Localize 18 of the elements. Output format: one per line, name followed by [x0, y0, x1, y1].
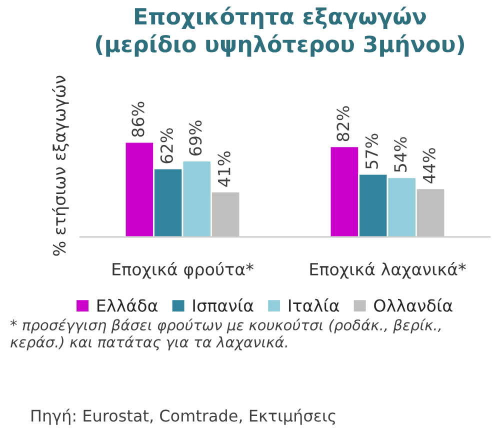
- y-axis-title: % ετήσιων εξαγωγών: [52, 76, 69, 256]
- data-label: 86%: [132, 102, 144, 137]
- text: Πηγή: Eurostat, Comtrade, Εκτιμήσεις: [32, 408, 336, 425]
- data-label: 54%: [394, 137, 407, 172]
- data-label: 69%: [189, 120, 202, 156]
- legend-label: Ολλανδία: [374, 298, 452, 312]
- legend-label: Ισπανία: [193, 298, 254, 312]
- data-label: 82%: [336, 106, 350, 142]
- legend-label: Ελλάδα: [98, 298, 158, 312]
- text: * προσέγγιση βάσει φρούτων με κουκούτσι (ροδάκ., βερίκ., κεράσ.) και πατάτας για τα λαχανικά.: [10, 318, 441, 350]
- data-label: 62%: [160, 128, 173, 164]
- x-tick-label: Εποχικά λαχανικά*: [310, 262, 466, 279]
- x-tick-label: Εποχικά φρούτα*: [112, 262, 254, 279]
- data-label: 44%: [422, 148, 436, 184]
- data-label: 41%: [218, 151, 230, 187]
- data-label: 57%: [365, 134, 378, 169]
- chart-title: Εποχικότητα εξαγωγών (μερίδιο υψηλότερου 3μήνου): [96, 6, 464, 57]
- legend-label: Ιταλία: [289, 298, 340, 312]
